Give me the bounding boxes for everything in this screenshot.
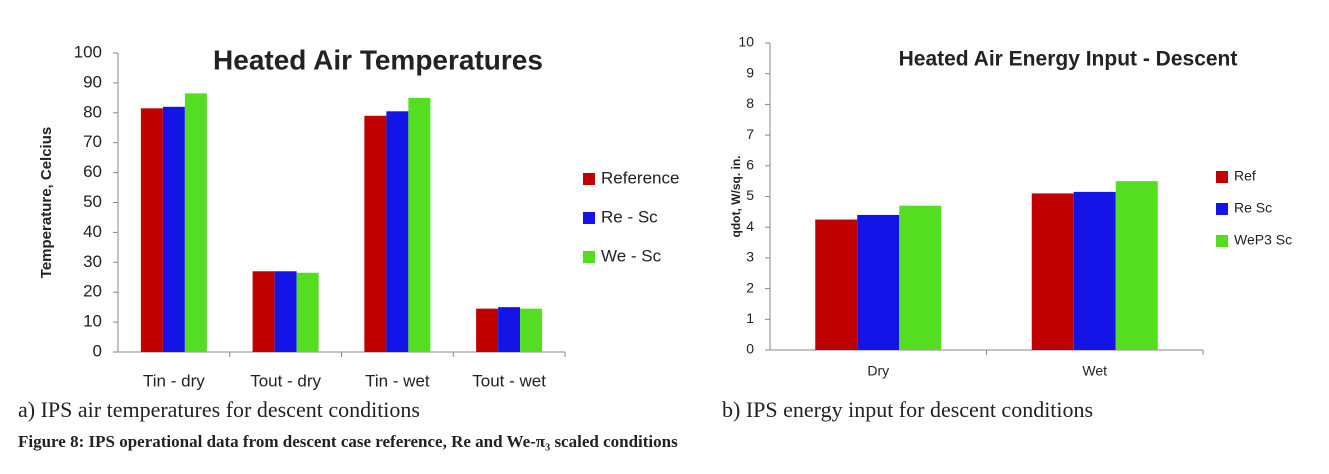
legend-label: Reference (601, 168, 679, 187)
y-tick-label: 50 (83, 192, 102, 211)
x-tick-label: Wet (1082, 363, 1107, 379)
caption-b: b) IPS energy input for descent conditio… (722, 397, 1093, 422)
y-tick-label: 90 (83, 72, 102, 91)
legend-label: Ref (1234, 168, 1256, 184)
bar (857, 214, 900, 350)
legend-swatch (583, 173, 595, 185)
bar (184, 93, 207, 353)
bar (274, 271, 297, 352)
legend-swatch (583, 212, 595, 224)
x-tick-label: Tout - dry (250, 371, 321, 390)
y-tick-label: 7 (746, 126, 754, 142)
bar (1073, 191, 1116, 350)
bar (140, 108, 163, 352)
chart-title: Heated Air Temperatures (213, 44, 543, 75)
bar (252, 271, 275, 352)
x-tick-label: Tout - wet (472, 371, 546, 390)
chart-title: Heated Air Energy Input - Descent (899, 48, 1238, 71)
y-tick-label: 8 (746, 95, 754, 111)
legend-label: WeP3 Sc (1234, 232, 1292, 248)
y-tick-label: 1 (746, 310, 754, 326)
legend-label: Re - Sc (601, 207, 658, 226)
bar (408, 97, 431, 352)
y-tick-label: 3 (746, 249, 754, 265)
legend-swatch (583, 251, 595, 263)
bar (498, 307, 521, 352)
y-tick-label: 0 (746, 341, 754, 357)
bar (520, 308, 543, 352)
x-tick-label: Tin - dry (143, 371, 205, 390)
x-tick-label: Dry (867, 363, 889, 379)
bar (476, 308, 499, 352)
bar (162, 106, 185, 352)
y-tick-label: 40 (83, 222, 102, 241)
y-tick-label: 70 (83, 132, 102, 151)
y-tick-label: 9 (746, 64, 754, 80)
y-tick-label: 6 (746, 157, 754, 173)
y-tick-label: 10 (83, 312, 102, 331)
legend-label: We - Sc (601, 246, 662, 265)
bar (364, 115, 387, 352)
y-tick-label: 4 (746, 218, 754, 234)
bar (1031, 193, 1074, 350)
y-tick-label: 60 (83, 162, 102, 181)
bar (899, 205, 942, 350)
legend-label: Re Sc (1234, 200, 1272, 216)
legend-swatch (1216, 235, 1228, 247)
y-tick-label: 5 (746, 187, 754, 203)
y-tick-label: 0 (93, 341, 102, 360)
y-tick-label: 80 (83, 102, 102, 121)
bar (386, 111, 409, 353)
legend-swatch (1216, 203, 1228, 215)
bar (1115, 181, 1158, 350)
y-axis-label: Temperature, Celcius (38, 127, 55, 278)
y-tick-label: 10 (738, 34, 754, 50)
y-tick-label: 100 (74, 42, 102, 61)
y-tick-label: 20 (83, 282, 102, 301)
x-tick-label: Tin - wet (365, 371, 430, 390)
y-axis-label: qdot, W/sq. in. (729, 156, 743, 238)
figure-caption: Figure 8: IPS operational data from desc… (18, 432, 678, 451)
bar (296, 272, 319, 352)
bar (815, 219, 858, 350)
y-tick-label: 2 (746, 279, 754, 295)
legend-swatch (1216, 171, 1228, 183)
y-tick-label: 30 (83, 252, 102, 271)
caption-a: a) IPS air temperatures for descent cond… (18, 397, 420, 422)
